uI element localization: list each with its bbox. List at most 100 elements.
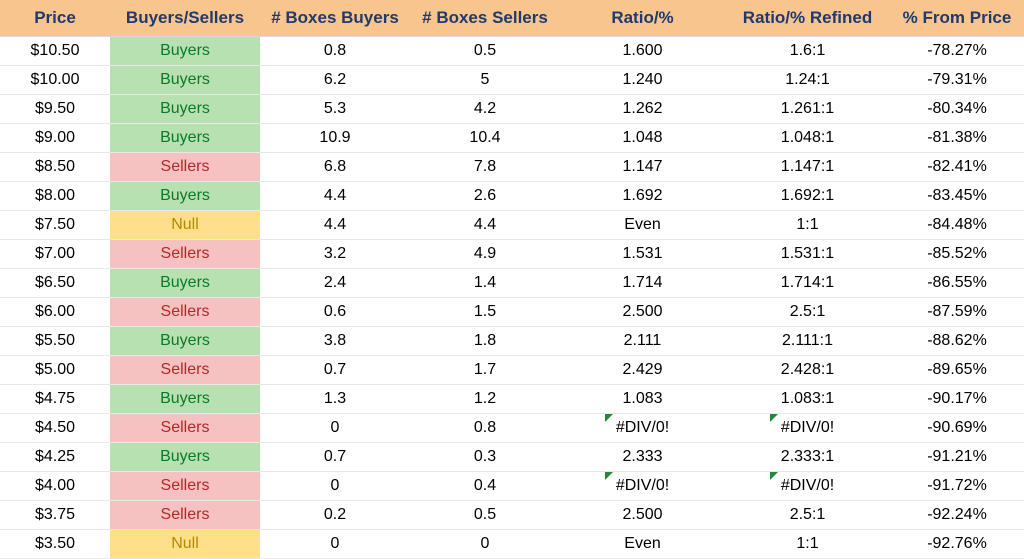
cell-ratio-refined: 1.261:1 <box>725 95 890 124</box>
cell-from-price: -84.48% <box>890 211 1024 240</box>
table-row: $4.50Sellers00.8#DIV/0!#DIV/0!-90.69% <box>0 414 1024 443</box>
cell-ratio-refined: 1:1 <box>725 211 890 240</box>
cell-buyers-sellers: Sellers <box>110 240 260 269</box>
cell-boxes-buyers: 0.2 <box>260 501 410 530</box>
cell-ratio: 1.692 <box>560 182 725 211</box>
cell-ratio: 1.262 <box>560 95 725 124</box>
cell-boxes-buyers: 0.6 <box>260 298 410 327</box>
cell-boxes-buyers: 3.2 <box>260 240 410 269</box>
cell-buyers-sellers: Null <box>110 530 260 559</box>
cell-boxes-buyers: 6.2 <box>260 66 410 95</box>
cell-boxes-buyers: 4.4 <box>260 211 410 240</box>
table-row: $9.00Buyers10.910.41.0481.048:1-81.38% <box>0 124 1024 153</box>
cell-from-price: -87.59% <box>890 298 1024 327</box>
col-boxes-buyers: # Boxes Buyers <box>260 0 410 37</box>
cell-ratio-refined: 2.428:1 <box>725 356 890 385</box>
cell-boxes-sellers: 1.8 <box>410 327 560 356</box>
cell-buyers-sellers: Sellers <box>110 472 260 501</box>
table-row: $7.00Sellers3.24.91.5311.531:1-85.52% <box>0 240 1024 269</box>
cell-from-price: -92.76% <box>890 530 1024 559</box>
cell-from-price: -86.55% <box>890 269 1024 298</box>
col-ratio: Ratio/% <box>560 0 725 37</box>
cell-buyers-sellers: Sellers <box>110 501 260 530</box>
cell-buyers-sellers: Null <box>110 211 260 240</box>
table-row: $4.00Sellers00.4#DIV/0!#DIV/0!-91.72% <box>0 472 1024 501</box>
cell-from-price: -90.17% <box>890 385 1024 414</box>
table-row: $4.75Buyers1.31.21.0831.083:1-90.17% <box>0 385 1024 414</box>
cell-boxes-sellers: 1.5 <box>410 298 560 327</box>
cell-boxes-sellers: 1.4 <box>410 269 560 298</box>
cell-ratio: Even <box>560 530 725 559</box>
cell-from-price: -91.21% <box>890 443 1024 472</box>
cell-ratio-refined: 1.714:1 <box>725 269 890 298</box>
cell-ratio-refined: #DIV/0! <box>725 414 890 443</box>
cell-ratio: 2.429 <box>560 356 725 385</box>
cell-boxes-buyers: 0 <box>260 530 410 559</box>
cell-boxes-buyers: 5.3 <box>260 95 410 124</box>
cell-buyers-sellers: Buyers <box>110 66 260 95</box>
cell-ratio: 1.083 <box>560 385 725 414</box>
cell-boxes-sellers: 5 <box>410 66 560 95</box>
cell-boxes-buyers: 0.7 <box>260 443 410 472</box>
table-row: $3.50Null00Even1:1-92.76% <box>0 530 1024 559</box>
col-price: Price <box>0 0 110 37</box>
cell-ratio-refined: 1.531:1 <box>725 240 890 269</box>
cell-ratio: 1.531 <box>560 240 725 269</box>
cell-buyers-sellers: Buyers <box>110 327 260 356</box>
cell-ratio-refined: 1.692:1 <box>725 182 890 211</box>
cell-price: $10.50 <box>0 37 110 66</box>
cell-ratio: 2.500 <box>560 501 725 530</box>
price-ratio-table: Price Buyers/Sellers # Boxes Buyers # Bo… <box>0 0 1024 559</box>
cell-boxes-sellers: 7.8 <box>410 153 560 182</box>
cell-price: $4.75 <box>0 385 110 414</box>
cell-boxes-sellers: 4.2 <box>410 95 560 124</box>
cell-ratio: 1.147 <box>560 153 725 182</box>
col-from-price: % From Price <box>890 0 1024 37</box>
cell-ratio-refined: #DIV/0! <box>725 472 890 501</box>
error-marker-icon <box>605 472 613 480</box>
cell-ratio-refined: 1.147:1 <box>725 153 890 182</box>
table-row: $7.50Null4.44.4Even1:1-84.48% <box>0 211 1024 240</box>
cell-ratio: 1.240 <box>560 66 725 95</box>
cell-price: $5.00 <box>0 356 110 385</box>
cell-ratio-refined: 1.24:1 <box>725 66 890 95</box>
cell-boxes-sellers: 1.2 <box>410 385 560 414</box>
cell-boxes-buyers: 2.4 <box>260 269 410 298</box>
cell-boxes-buyers: 6.8 <box>260 153 410 182</box>
cell-boxes-sellers: 1.7 <box>410 356 560 385</box>
cell-buyers-sellers: Buyers <box>110 443 260 472</box>
cell-ratio: 2.500 <box>560 298 725 327</box>
cell-boxes-buyers: 4.4 <box>260 182 410 211</box>
cell-ratio: 2.333 <box>560 443 725 472</box>
cell-price: $9.50 <box>0 95 110 124</box>
cell-buyers-sellers: Buyers <box>110 182 260 211</box>
cell-from-price: -85.52% <box>890 240 1024 269</box>
cell-from-price: -92.24% <box>890 501 1024 530</box>
cell-ratio: 2.111 <box>560 327 725 356</box>
cell-from-price: -88.62% <box>890 327 1024 356</box>
cell-boxes-sellers: 4.4 <box>410 211 560 240</box>
table-row: $5.50Buyers3.81.82.1112.111:1-88.62% <box>0 327 1024 356</box>
error-marker-icon <box>605 414 613 422</box>
cell-ratio-refined: 2.111:1 <box>725 327 890 356</box>
cell-boxes-sellers: 0.5 <box>410 37 560 66</box>
table-row: $10.50Buyers0.80.51.6001.6:1-78.27% <box>0 37 1024 66</box>
table-row: $5.00Sellers0.71.72.4292.428:1-89.65% <box>0 356 1024 385</box>
cell-boxes-buyers: 0.7 <box>260 356 410 385</box>
cell-ratio: 1.714 <box>560 269 725 298</box>
cell-ratio: 1.048 <box>560 124 725 153</box>
cell-boxes-sellers: 0.5 <box>410 501 560 530</box>
cell-boxes-buyers: 3.8 <box>260 327 410 356</box>
cell-price: $7.50 <box>0 211 110 240</box>
cell-boxes-sellers: 0 <box>410 530 560 559</box>
cell-price: $8.00 <box>0 182 110 211</box>
table-row: $4.25Buyers0.70.32.3332.333:1-91.21% <box>0 443 1024 472</box>
table-row: $8.00Buyers4.42.61.6921.692:1-83.45% <box>0 182 1024 211</box>
cell-price: $4.00 <box>0 472 110 501</box>
col-buyers-sellers: Buyers/Sellers <box>110 0 260 37</box>
table-row: $6.50Buyers2.41.41.7141.714:1-86.55% <box>0 269 1024 298</box>
cell-ratio-refined: 2.333:1 <box>725 443 890 472</box>
cell-price: $6.50 <box>0 269 110 298</box>
cell-buyers-sellers: Sellers <box>110 153 260 182</box>
cell-boxes-sellers: 0.3 <box>410 443 560 472</box>
